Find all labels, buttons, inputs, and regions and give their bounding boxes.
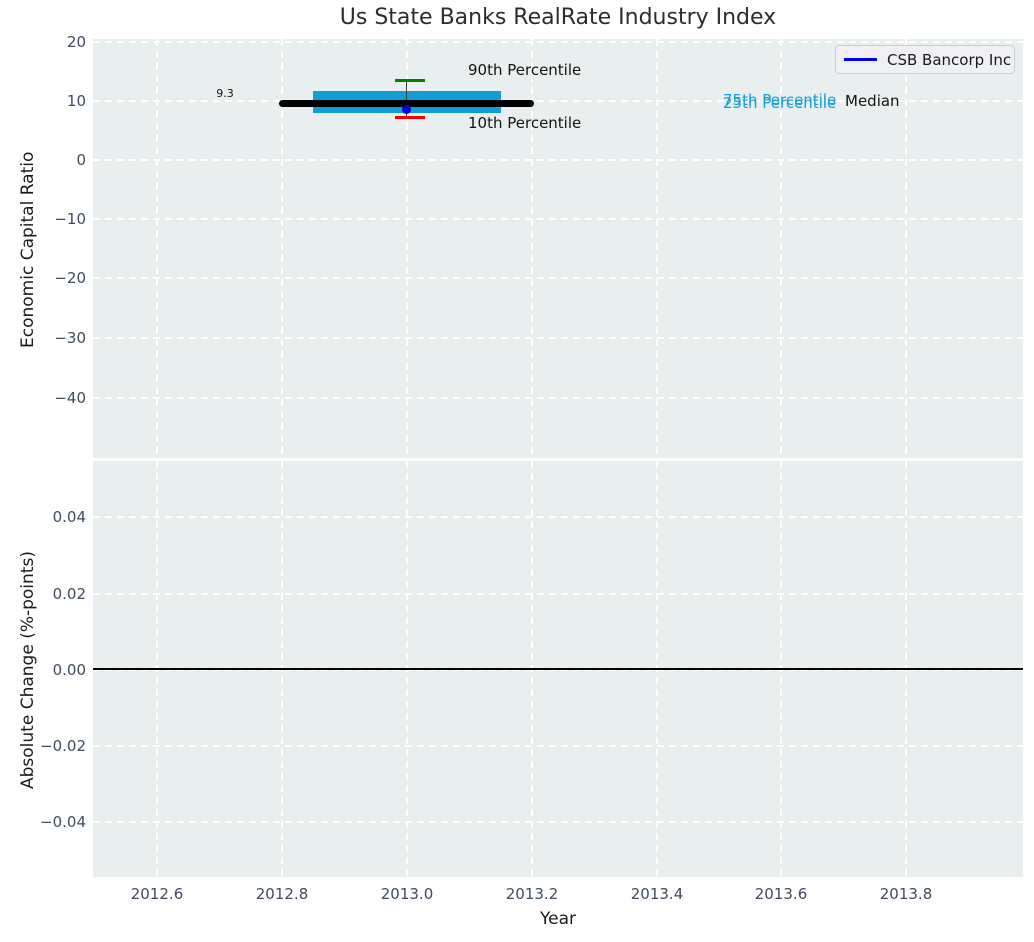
- gridline: [93, 100, 1023, 102]
- annotation-75th-percentile: 75th Percentile: [723, 91, 837, 109]
- gridline: [93, 337, 1023, 339]
- y-tick-label: −0.02: [40, 737, 86, 755]
- y-axis-label-top: Economic Capital Ratio: [18, 151, 38, 348]
- y-tick-label: −20: [54, 269, 86, 287]
- gridline: [93, 41, 1023, 43]
- gridline: [156, 39, 158, 458]
- annotation-10th-percentile: 10th Percentile: [468, 114, 582, 132]
- errorbar-stem: [405, 80, 408, 117]
- x-axis-label: Year: [540, 909, 576, 929]
- y-tick-label: 0.00: [52, 661, 86, 679]
- p90-cap-marker: [395, 79, 425, 83]
- company-point-marker: [402, 105, 412, 115]
- zero-reference-line: [93, 667, 1023, 671]
- bottom-panel: [93, 461, 1023, 877]
- y-tick-label: 10: [66, 92, 86, 110]
- gridline: [656, 39, 658, 458]
- gridline: [93, 159, 1023, 161]
- gridline: [905, 39, 907, 458]
- y-tick-label: −30: [54, 329, 86, 347]
- legend-label: CSB Bancorp Inc: [887, 50, 1012, 69]
- y-tick-label: −40: [54, 389, 86, 407]
- chart-title: Us State Banks RealRate Industry Index: [339, 5, 777, 30]
- median-line: [279, 100, 534, 107]
- gridline: [93, 821, 1023, 823]
- gridline: [93, 397, 1023, 399]
- x-tick-label: 2013.0: [380, 885, 434, 903]
- gridline: [406, 39, 408, 458]
- x-tick-label: 2013.2: [505, 885, 559, 903]
- y-axis-label-bottom: Absolute Change (%-points): [18, 551, 38, 790]
- gridline: [531, 39, 533, 458]
- gridline: [780, 39, 782, 458]
- annotation-median: Median: [845, 92, 900, 110]
- y-tick-label: 20: [66, 33, 86, 51]
- annotation-90th-percentile: 90th Percentile: [468, 61, 582, 79]
- gridline: [93, 745, 1023, 747]
- x-tick-label: 2013.8: [879, 885, 933, 903]
- gridline: [93, 218, 1023, 220]
- x-tick-label: 2013.6: [754, 885, 808, 903]
- x-tick-label: 2012.6: [130, 885, 184, 903]
- x-tick-label: 2013.4: [630, 885, 684, 903]
- annotation-25th-percentile: 25th Percentile: [723, 94, 837, 112]
- gridline: [93, 277, 1023, 279]
- gridline: [281, 39, 283, 458]
- top-panel: [93, 39, 1023, 458]
- y-tick-label: 0.02: [52, 585, 86, 603]
- p10-cap-marker: [395, 115, 425, 119]
- y-tick-label: −10: [54, 210, 86, 228]
- legend: CSB Bancorp Inc: [835, 45, 1015, 74]
- x-tick-label: 2012.8: [255, 885, 309, 903]
- y-tick-label: 0.04: [52, 508, 86, 526]
- y-tick-label: 0: [76, 151, 86, 169]
- gridline: [93, 516, 1023, 518]
- y-tick-label: −0.04: [40, 813, 86, 831]
- gridline: [93, 593, 1023, 595]
- legend-line-sample: [844, 58, 877, 61]
- annotation-median-value: 9.3: [216, 87, 234, 100]
